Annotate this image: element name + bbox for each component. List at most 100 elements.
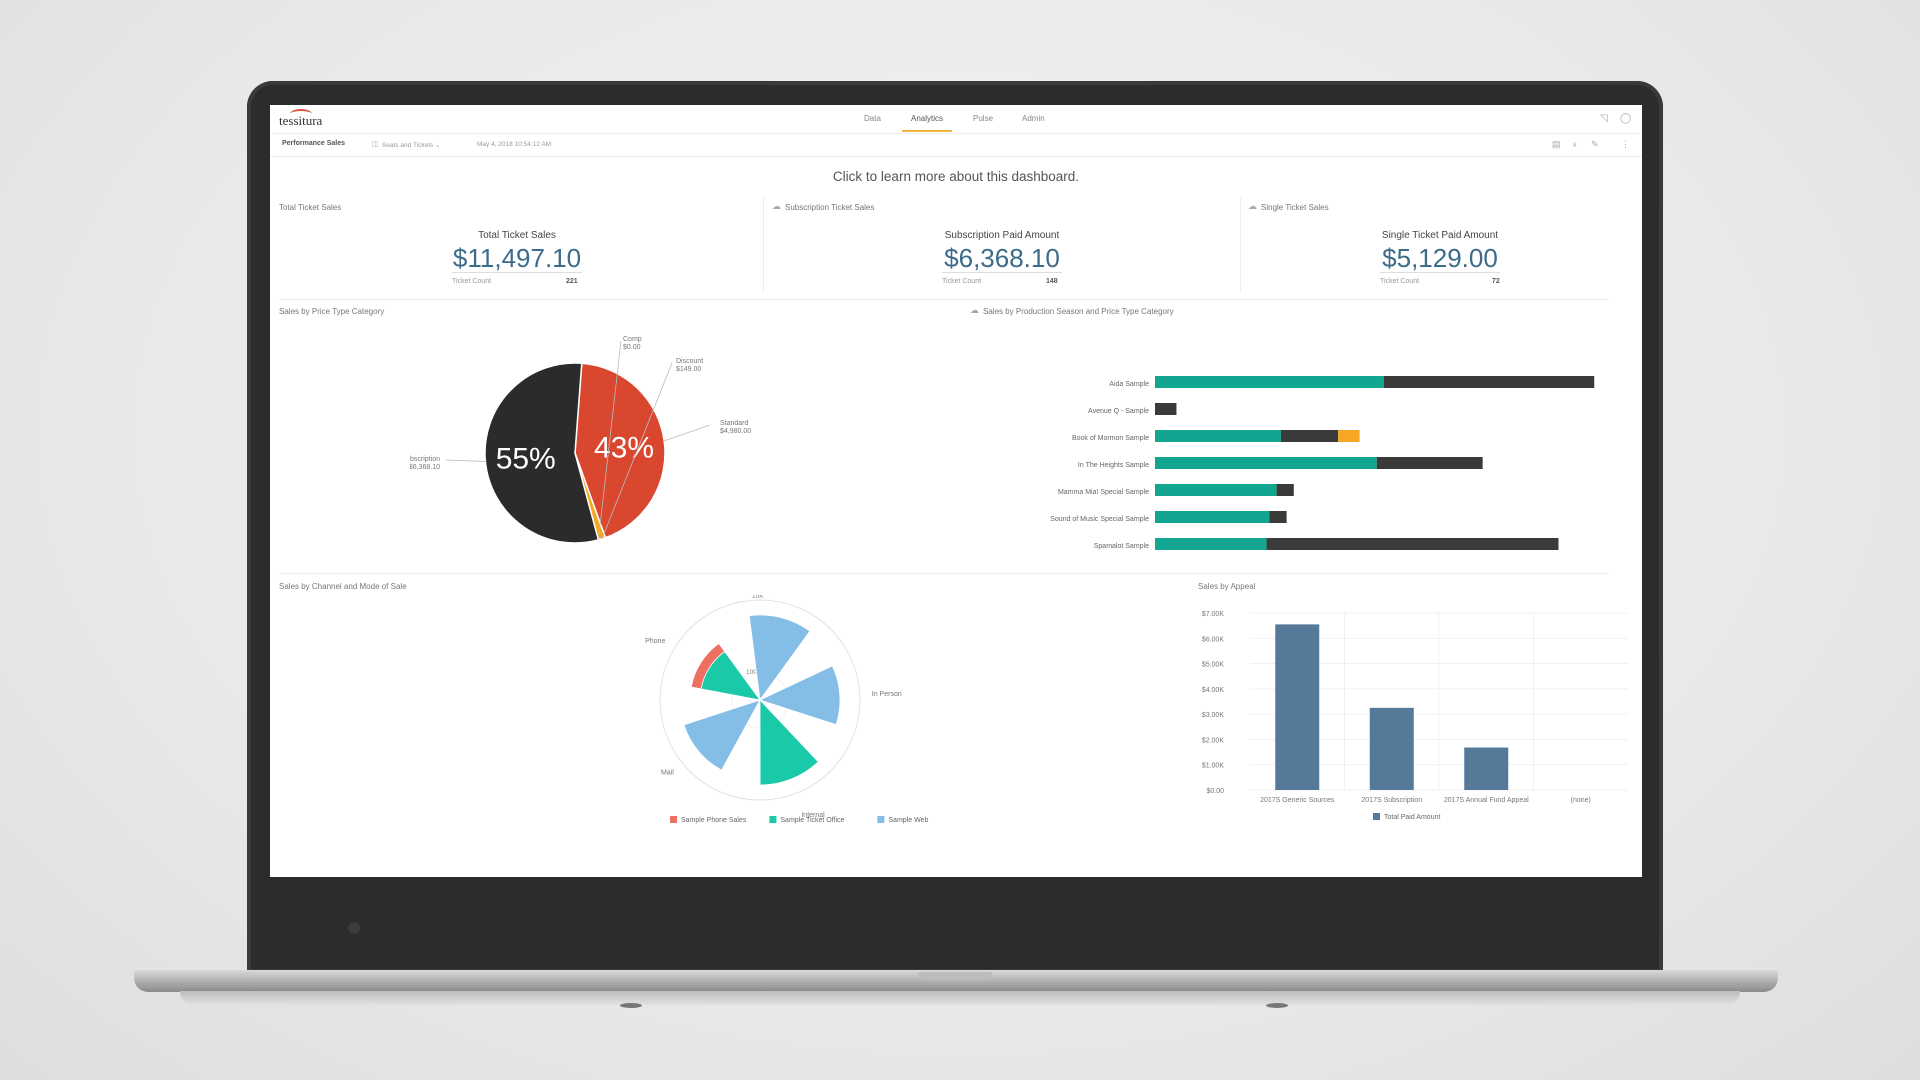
- datasource-selector[interactable]: Seats and Tickets ⌄: [382, 141, 441, 149]
- polar-category-label: Phone: [645, 638, 665, 645]
- bar-segment-standard: [1383, 376, 1595, 388]
- chevron-down-icon: ⌄: [435, 142, 441, 149]
- bar-segment-discount: [1338, 430, 1360, 442]
- polar-wedge-sample-web-sales: [758, 665, 841, 726]
- logo-arc: [290, 109, 312, 119]
- y-tick-label: $7.00K: [1202, 611, 1225, 618]
- bar-category-label: Spamalot Sample: [1094, 543, 1149, 550]
- tab-pulse[interactable]: Pulse: [973, 114, 994, 123]
- season-bar-chart[interactable]: Aida Sample Avenue Q - Sample Book of Morm…: [960, 327, 1640, 567]
- polar-category-label: Mail: [661, 770, 674, 777]
- tab-analytics[interactable]: Analytics: [911, 114, 944, 123]
- pie-percent-label: 43%: [594, 431, 654, 464]
- top-nav: tessitura Data Analytics Pulse Admin ◹ ◯: [270, 105, 1642, 134]
- row-divider: [279, 573, 1609, 574]
- pie-slice-label: Discount: [676, 358, 703, 365]
- polar-category-label: In Person: [872, 691, 902, 698]
- cloud-icon: ☁: [970, 305, 979, 315]
- cloud-icon: ☁: [772, 201, 781, 211]
- kpi-separator: [1240, 197, 1241, 293]
- widget-title-price-type: Sales by Price Type Category: [279, 307, 385, 316]
- polar-category-label: E-mail: [788, 595, 808, 596]
- appeal-bar-chart[interactable]: $0.00 $1.00K $2.00K $3.00K $4.00K $5.00K $6.00…: [1188, 595, 1638, 835]
- pie-slice-label: Standard: [720, 420, 749, 427]
- widget-title-subscription: Subscription Ticket Sales: [785, 203, 875, 212]
- kpi-separator: [763, 197, 764, 293]
- kpi-sub-label: Ticket Count: [452, 278, 492, 285]
- share-icon[interactable]: ⨰: [1572, 139, 1578, 149]
- dashboard-name: Performance Sales: [282, 140, 346, 147]
- legend-label: Total Paid Amount: [1384, 814, 1440, 821]
- kpi-sub-label: Ticket Count: [942, 278, 982, 285]
- appeal-bar: [1369, 707, 1414, 790]
- polar-wedge-sample-ticket-office: [700, 650, 761, 701]
- bell-icon[interactable]: ◹: [1600, 113, 1608, 124]
- pie-leader-line: [445, 459, 486, 462]
- bar-segment-standard: [1155, 403, 1177, 415]
- last-updated-timestamp: May 4, 2018 10:54:12 AM: [477, 141, 552, 148]
- kpi-divider: [452, 272, 582, 273]
- widget-title-single: Single Ticket Sales: [1261, 203, 1329, 212]
- channel-polar-chart[interactable]: 10K 100 E-mail In Person Internal Mail Phone Sa…: [590, 595, 930, 835]
- kpi-label-subscription: Subscription Paid Amount: [944, 230, 1060, 241]
- y-tick-label: $3.00K: [1202, 712, 1225, 719]
- pie-leader-line: [601, 362, 673, 540]
- tab-data[interactable]: Data: [864, 114, 881, 123]
- kpi-value-subscription: $6,368.10: [944, 243, 1060, 273]
- legend-swatch: [877, 816, 885, 823]
- dashboard-info-link[interactable]: Click to learn more about this dashboard…: [832, 169, 1080, 184]
- pie-slice-value: $0.00: [623, 344, 641, 351]
- row-divider: [279, 299, 1609, 300]
- more-icon[interactable]: ⋮: [1621, 139, 1630, 149]
- kpi-sub-label: Ticket Count: [1380, 278, 1420, 285]
- legend-swatch: [1373, 813, 1380, 820]
- pie-slice-standard: [574, 362, 666, 539]
- datasource-label: Seats and Tickets: [382, 142, 434, 149]
- pie-leader-line: [664, 424, 711, 442]
- bar-segment-subscription: [1155, 538, 1267, 550]
- laptop-base-shadow: [180, 991, 1740, 1005]
- legend-label: Sample Phone Sales: [681, 817, 747, 824]
- polar-axis-label: 100: [746, 669, 757, 676]
- x-tick-label: 2017S Generic Sources: [1260, 797, 1335, 804]
- polar-wedge-sample-web-sales: [683, 699, 761, 771]
- dashboard-screen: tessitura Data Analytics Pulse Admin ◹ ◯…: [270, 105, 1642, 877]
- pie-leader-line: [598, 340, 622, 540]
- bar-segment-standard: [1269, 511, 1287, 523]
- widget-title-channel: Sales by Channel and Mode of Sale: [279, 582, 407, 591]
- polar-wedge-sample-ticket-office: [759, 698, 819, 786]
- laptop-foot: [1266, 1003, 1288, 1008]
- polar-axis-label: 10K: [752, 595, 764, 600]
- laptop-foot: [620, 1003, 642, 1008]
- pie-chart[interactable]: 43%Standard$4,980.00Discount$149.00Comp$…: [410, 325, 770, 565]
- kpi-value-total: $11,497.10: [452, 243, 582, 273]
- tab-admin[interactable]: Admin: [1022, 114, 1045, 123]
- bar-segment-standard: [1376, 457, 1483, 469]
- legend-swatch: [670, 816, 677, 823]
- kpi-sub-value: 148: [1046, 278, 1058, 285]
- kpi-sub-value: 72: [1492, 278, 1500, 285]
- y-tick-label: $4.00K: [1202, 687, 1225, 694]
- bar-segment-subscription: [1155, 457, 1377, 469]
- legend-swatch: [769, 816, 777, 823]
- bar-segment-subscription: [1155, 430, 1281, 442]
- bar-category-label: In The Heights Sample: [1078, 462, 1149, 469]
- y-tick-label: $6.00K: [1202, 636, 1225, 643]
- legend-label: Sample Ticket Office: [780, 817, 844, 824]
- y-tick-label: $5.00K: [1202, 662, 1225, 669]
- kpi-sub-value: 221: [566, 278, 578, 285]
- widget-title-total: Total Ticket Sales: [279, 203, 342, 212]
- x-tick-label: 2017S Subscription: [1361, 797, 1422, 804]
- bar-segment-subscription: [1155, 484, 1277, 496]
- polar-wedge-sample-web-sales: [748, 614, 811, 702]
- pie-slice-label: Subscription: [410, 456, 440, 463]
- kpi-label-single: Single Ticket Paid Amount: [1381, 230, 1499, 241]
- edit-icon[interactable]: ✎: [1591, 139, 1599, 149]
- app-logo[interactable]: tessitura: [279, 113, 323, 128]
- user-icon[interactable]: ◯: [1620, 113, 1632, 124]
- layout-icon[interactable]: ▤: [1552, 139, 1561, 149]
- kpi-value-single: $5,129.00: [1382, 243, 1498, 273]
- polar-category-label: Internal: [801, 812, 825, 819]
- laptop-base: [134, 970, 1778, 992]
- kpi-divider: [942, 272, 1062, 273]
